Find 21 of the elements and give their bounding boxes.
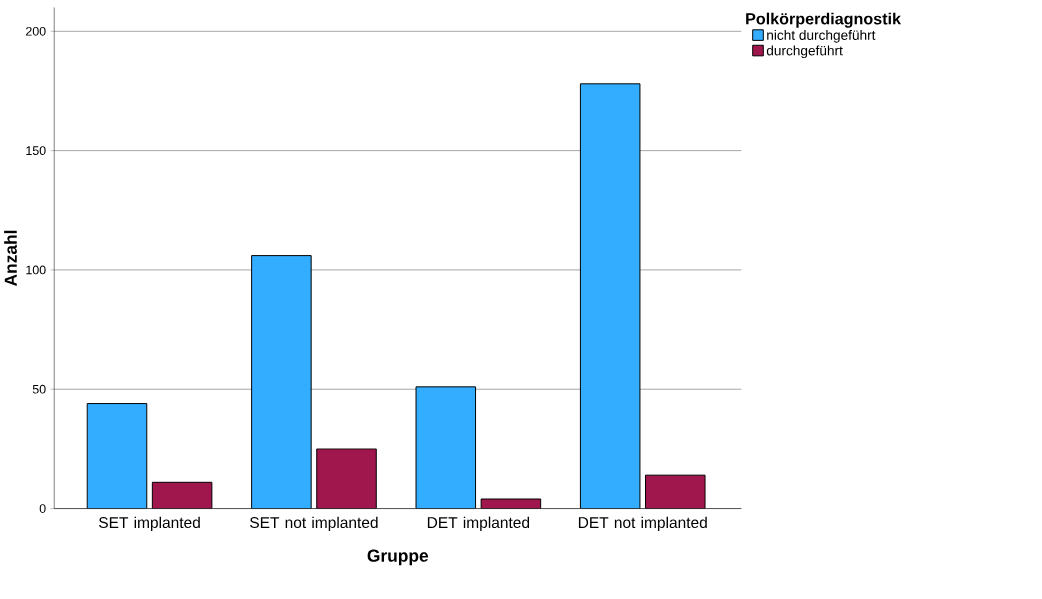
y-tick-label: 150	[26, 146, 46, 155]
x-tick-label: DET not implanted	[578, 516, 707, 532]
y-tick-label: 0	[39, 504, 46, 513]
x-tick-label: SET implanted	[98, 516, 200, 532]
y-tick-label: 200	[26, 26, 46, 36]
y-axis-title: Anzahl	[4, 230, 17, 286]
bar	[316, 448, 377, 509]
bar	[151, 481, 213, 509]
bar	[86, 403, 148, 509]
bar	[579, 83, 641, 509]
x-tick-label: SET not implanted	[250, 516, 378, 532]
bar	[251, 255, 312, 509]
legend-title: Polkörperdiagnostik	[746, 12, 902, 28]
legend-label: nicht durchgeführt	[767, 29, 876, 43]
y-tick-label: 50	[32, 384, 46, 394]
bar	[645, 474, 706, 509]
legend-label: durchgeführt	[766, 45, 843, 59]
x-tick-label: DET implanted	[427, 516, 530, 532]
bar	[415, 386, 477, 509]
y-tick-label: 100	[26, 265, 46, 275]
x-axis-title: Gruppe	[367, 549, 429, 566]
